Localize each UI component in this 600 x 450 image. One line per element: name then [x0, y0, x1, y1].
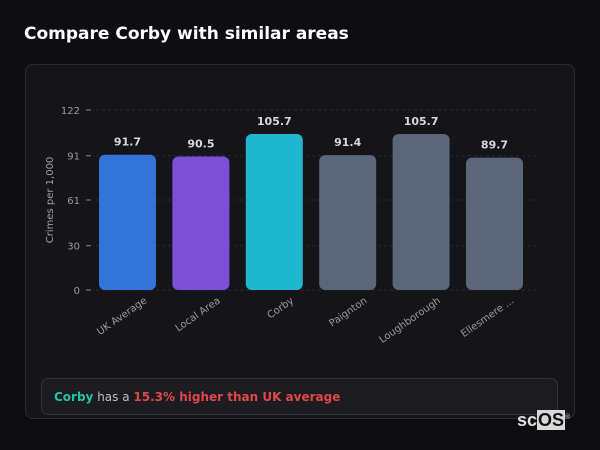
x-tick-label: Local Area: [174, 295, 223, 334]
summary-text: has a: [93, 390, 134, 404]
watermark-logo: scOS®: [517, 410, 571, 430]
bar: [319, 155, 377, 290]
y-tick-label: 0: [74, 286, 80, 297]
page-title: Compare Corby with similar areas: [24, 24, 349, 44]
bar: [245, 134, 303, 290]
bar-value-label: 105.7: [404, 115, 439, 128]
bar-value-label: 89.7: [481, 139, 508, 152]
y-tick-label: 91: [67, 152, 80, 163]
bar: [172, 156, 230, 290]
y-tick-label: 122: [61, 106, 80, 117]
x-tick-label: Corby: [266, 295, 297, 321]
summary-highlight: 15.3% higher than UK average: [133, 390, 341, 404]
y-axis-label: Crimes per 1,000: [45, 157, 56, 244]
x-tick-label: Ellesmere ...: [459, 295, 516, 340]
y-tick-label: 30: [67, 242, 80, 253]
x-tick-label: Loughborough: [377, 295, 442, 345]
x-tick-label: Paignton: [327, 295, 369, 329]
summary-area: Corby: [54, 390, 94, 404]
bar-value-label: 91.4: [334, 136, 361, 149]
x-tick-label: UK Average: [95, 295, 149, 337]
y-tick-label: 61: [67, 196, 80, 207]
bar-value-label: 91.7: [114, 136, 141, 149]
bar-value-label: 90.5: [187, 137, 214, 150]
bar-value-label: 105.7: [257, 115, 292, 128]
summary-box: Corby has a 15.3% higher than UK average: [41, 378, 558, 415]
bar: [392, 134, 450, 290]
bar: [466, 157, 523, 290]
bar: [99, 154, 156, 290]
